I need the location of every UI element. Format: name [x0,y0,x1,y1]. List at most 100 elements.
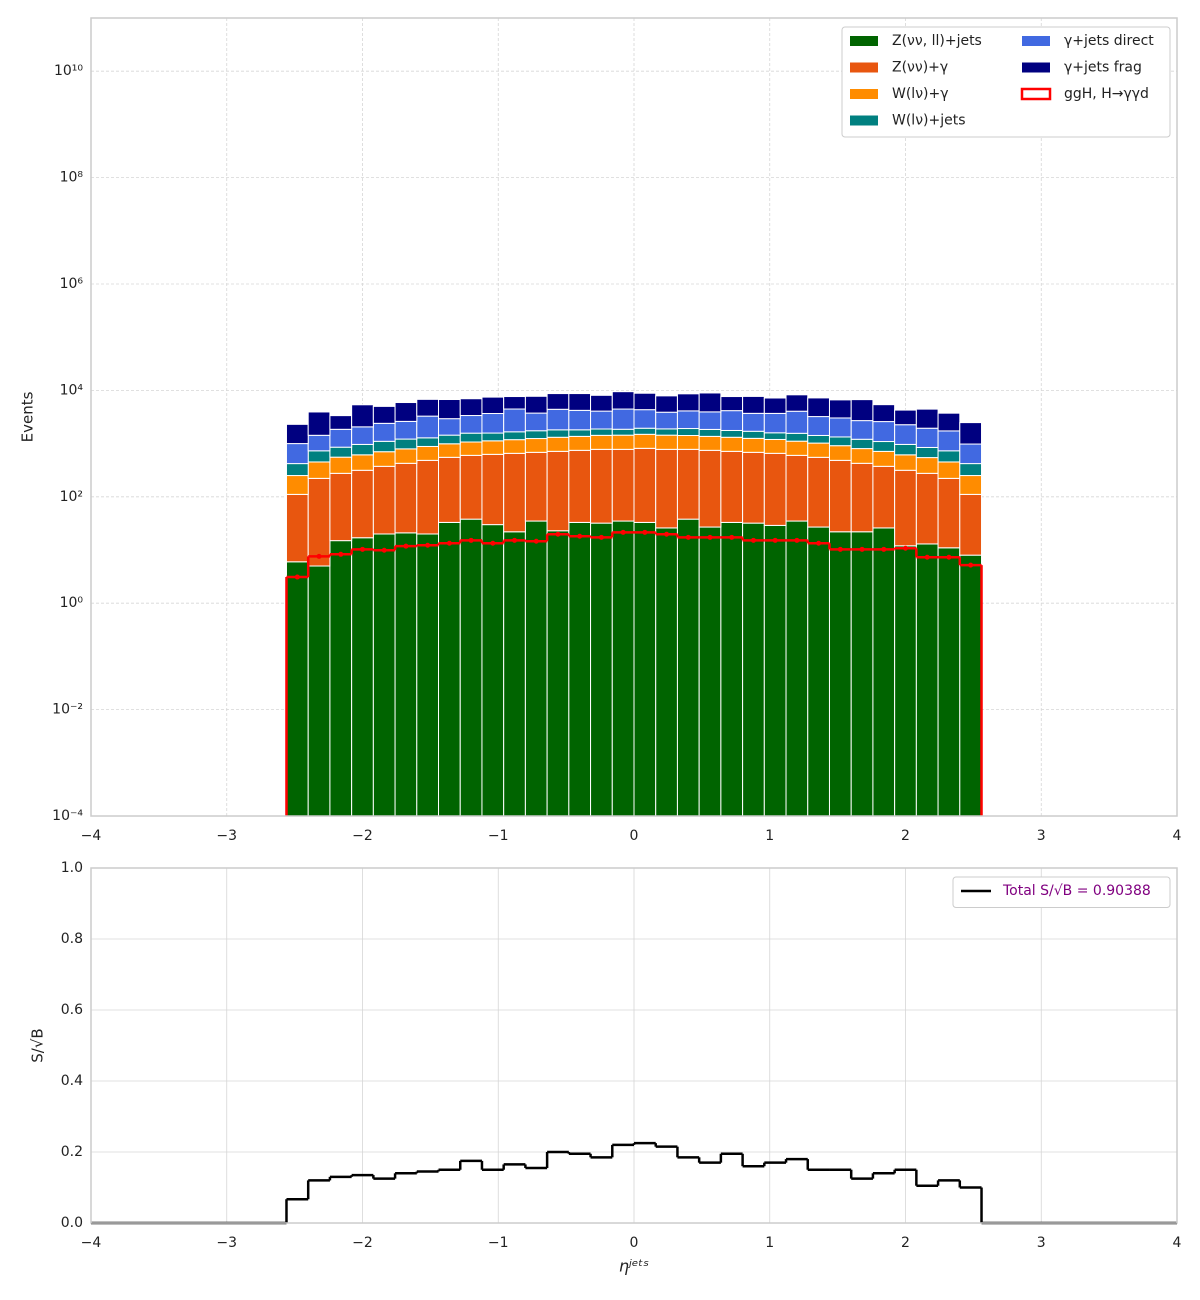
step-marker [794,537,800,543]
legend-label: W(lν)+jets [892,113,966,129]
x-tick-label: 2 [901,1235,910,1251]
step-marker [620,529,626,535]
bar-segment [307,477,331,567]
bar-segment [676,448,700,520]
bar-segment [503,396,526,410]
bar-segment [959,443,983,465]
x-tick-label: −4 [81,1235,102,1251]
bar-segment [307,450,331,463]
bar-segment [372,533,396,817]
bar-segment [416,533,440,817]
bar-segment [351,454,374,471]
bar-segment [720,436,744,452]
step-marker [750,537,756,543]
bar-segment [807,442,830,458]
step-marker [772,537,778,543]
bar-segment [959,422,983,445]
bar-segment [351,443,374,456]
bar-segment [828,399,852,419]
bar-segment [329,472,353,542]
bar-segment [872,421,896,443]
bar-segment [828,417,852,438]
bar-segment [915,472,939,545]
bar-segment [937,412,961,432]
bar-segment [568,393,592,411]
bar-segment [720,429,744,438]
bar-segment [394,462,418,534]
bar-segment [698,392,722,413]
step-marker [316,553,322,559]
bar-segment [438,521,461,817]
bar-segment [720,396,744,412]
step-marker [360,546,365,552]
bar-segment [372,451,396,467]
legend-swatch [850,36,878,46]
bar-segment [676,428,700,436]
step-marker [707,534,713,540]
x-tick-label: 0 [630,828,639,844]
bar-segment [329,428,353,448]
legend-label: γ+jets frag [1064,60,1142,76]
bar-segment [568,521,592,817]
bar-segment [959,463,983,477]
y-tick-label: 10² [60,489,83,505]
y-tick-label: 10¹⁰ [54,63,83,79]
x-tick-label: −3 [216,828,237,844]
x-tick-label: −1 [488,1235,509,1251]
bar-segment [785,394,809,412]
bar-segment [307,461,331,479]
y-tick-label: 10⁻² [52,702,83,718]
bar-segment [872,450,896,467]
bar-segment [894,424,917,445]
bar-segment [459,454,483,520]
bar-segment [307,565,331,817]
bar-segment [438,456,461,523]
legend-swatch [1022,36,1050,46]
bar-segment [590,522,613,817]
bar-segment [351,404,374,428]
bar-segment [329,446,353,458]
bar-segment [763,397,787,414]
bar-segment [394,532,418,817]
bar-segment [937,461,961,479]
step-marker [490,540,496,546]
x-tick-label: −2 [352,828,373,844]
bar-segment [915,408,939,429]
bar-segment [894,545,917,817]
step-marker [946,554,952,560]
bar-segment [698,411,722,430]
bar-segment [416,437,440,447]
bar-segment [285,463,309,477]
bar-segment [503,439,526,454]
bar-segment [394,438,418,450]
x-tick-label: −1 [488,828,509,844]
bar-segment [546,393,570,410]
bar-segment [959,554,983,817]
bar-segment [676,434,700,450]
x-tick-label: 2 [901,828,910,844]
bar-segment [481,413,505,434]
bar-segment [633,392,657,411]
bar-segment [676,410,700,430]
bar-segment [894,454,917,471]
x-tick-label: 4 [1173,1235,1182,1251]
step-marker [903,545,908,551]
bar-segment [307,434,331,452]
x-axis-label: ηʲᵉᵗˢ [619,1257,649,1276]
bar-segment [872,527,896,817]
bar-segment [655,411,678,430]
legend-box [841,26,1171,138]
bar-segment [807,456,830,528]
bar-segment [720,410,744,431]
legend-swatch [1022,62,1050,73]
legend-label: ggH, H→γγd [1064,86,1149,102]
bar-segment [481,440,505,455]
bar-segment [503,531,526,817]
x-tick-label: 0 [630,1235,639,1251]
bar-segment [676,518,700,817]
bar-segment [959,493,983,556]
bar-segment [698,526,722,817]
legend-label: γ+jets direct [1064,33,1154,49]
bar-segment [807,526,830,817]
legend: Z(νν, ll)+jets Z(νν)+γ W(lν)+γ W(lν)+jets γ+… [841,26,1171,138]
